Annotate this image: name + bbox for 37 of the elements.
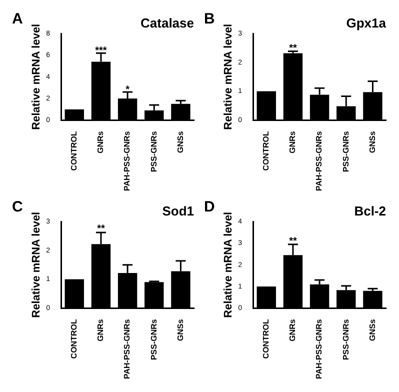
x-tick-label: PSS-GNRs: [149, 318, 158, 360]
text: C: [12, 198, 23, 216]
x-tick-label: CONTROL: [262, 319, 271, 359]
x-tick-label: GNRs: [96, 318, 106, 342]
annotation: **: [289, 236, 297, 247]
text: B: [204, 10, 215, 28]
x-tick-label: PAH-PSS-GNRs: [314, 318, 324, 379]
y-axis-title: Relative mRNA level: [222, 212, 235, 318]
chart-title: Bcl-2: [354, 203, 386, 218]
text: D: [204, 198, 215, 216]
annotation: **: [289, 42, 297, 54]
x-tick-label: PSS-GNRs: [341, 130, 350, 172]
x-tick-label: CONTROL: [70, 319, 79, 359]
chart-title: Gpx1a: [346, 15, 387, 30]
annotation: *: [126, 84, 130, 96]
x-tick-label: GNSs: [368, 318, 377, 341]
x-tick-label: PSS-GNRs: [149, 130, 158, 172]
x-tick-label: CONTROL: [70, 131, 79, 171]
x-tick-label: PSS-GNRs: [341, 318, 350, 360]
x-tick-label: GNSs: [176, 318, 185, 341]
x-tick-label: GNRs: [288, 130, 298, 154]
x-tick-label: PAH-PSS-GNRs: [122, 130, 132, 191]
chart-title: Catalase: [140, 15, 194, 30]
y-axis-title: Relative mRNA level: [30, 24, 43, 130]
annotation: ***: [95, 46, 107, 57]
text: A: [12, 10, 23, 28]
annotation: **: [97, 224, 105, 235]
chart-title: Sod1: [162, 203, 194, 218]
y-axis-title: Relative mRNA level: [30, 212, 43, 318]
x-tick-label: CONTROL: [262, 131, 271, 171]
x-tick-label: GNRs: [96, 130, 106, 154]
y-axis-title: Relative mRNA level: [222, 24, 235, 130]
x-tick-label: PAH-PSS-GNRs: [314, 130, 324, 191]
x-tick-label: GNSs: [176, 130, 185, 153]
x-tick-label: PAH-PSS-GNRs: [122, 318, 132, 379]
x-tick-label: GNRs: [288, 318, 298, 342]
x-tick-label: GNSs: [368, 130, 377, 153]
